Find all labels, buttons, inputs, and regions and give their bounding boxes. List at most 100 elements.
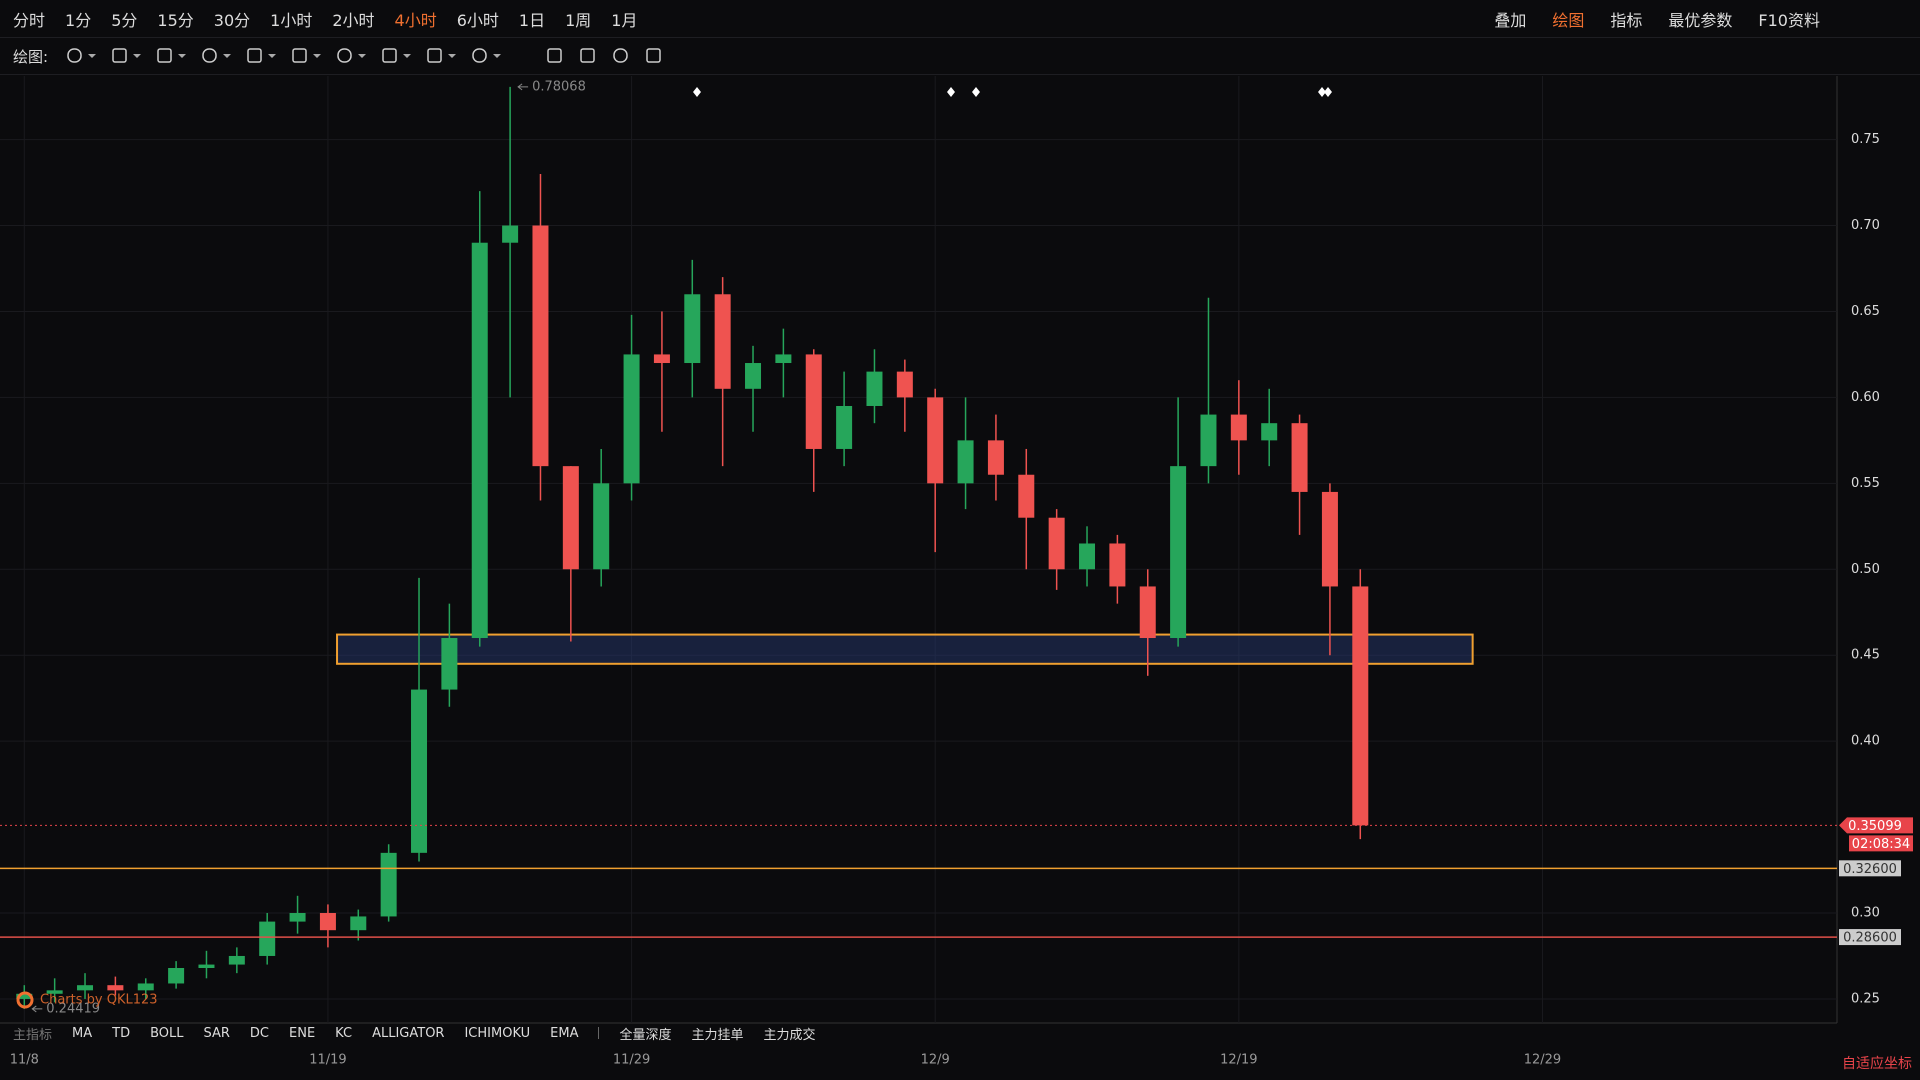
interval-list: 分时 1分 5分 15分 30分 1小时 2小时 4小时 6小时 1日 1周 1月 (0, 7, 637, 31)
action-button[interactable]: 指标 (1610, 10, 1643, 30)
watermark: Charts by QKL123 (40, 993, 158, 1008)
price-tag-label: 0.32600 (1843, 862, 1897, 877)
y-tick-label: 0.55 (1851, 476, 1880, 491)
indicator-button[interactable]: EMA (550, 1025, 579, 1041)
indicator-button[interactable]: DC (249, 1025, 270, 1041)
candle-body (228, 955, 245, 965)
indicator-button[interactable]: ENE (289, 1025, 316, 1041)
candle-body (1291, 423, 1308, 492)
interval-button[interactable]: 1周 (565, 10, 592, 30)
x-tick-label: 11/8 (10, 1053, 39, 1068)
event-marker (1318, 87, 1326, 97)
interval-button[interactable]: 分时 (13, 10, 46, 30)
y-tick-label: 0.60 (1851, 390, 1880, 405)
interval-button[interactable]: 2小时 (332, 10, 375, 30)
candle-body (836, 405, 853, 449)
candle-body (593, 483, 610, 570)
dropdown-arrow (133, 54, 142, 58)
indicator-button[interactable]: ALLIGATOR (372, 1025, 445, 1041)
event-marker (972, 87, 980, 97)
draw-icon (646, 48, 661, 63)
candle-body (77, 985, 94, 991)
interval-button[interactable]: 6小时 (456, 10, 499, 30)
interval-button[interactable]: 1分 (65, 10, 92, 30)
tool-button[interactable]: 主力挂单 (691, 1027, 744, 1043)
indicator-button[interactable]: KC (335, 1025, 353, 1041)
dropdown-arrow (268, 54, 277, 58)
x-tick-label: 12/29 (1524, 1053, 1561, 1068)
interval-button[interactable]: 1日 (518, 10, 546, 30)
event-marker (1324, 87, 1332, 97)
countdown-label: 02:08:34 (1852, 837, 1910, 852)
candle-body (532, 225, 549, 467)
candle-body (714, 294, 731, 389)
action-button[interactable]: 绘图 (1552, 10, 1585, 30)
x-tick-label: 11/29 (613, 1053, 650, 1068)
price-tag (1839, 929, 1901, 946)
candle-body (623, 354, 640, 484)
candle-body (502, 225, 519, 243)
candle-body (1352, 586, 1369, 826)
candle-body (1230, 414, 1247, 441)
tool-button[interactable]: 主力成交 (763, 1027, 816, 1043)
indicator-button[interactable]: TD (112, 1025, 131, 1041)
action-button[interactable]: F10资料 (1758, 10, 1820, 30)
interval-button[interactable]: 15分 (157, 10, 194, 30)
candle-body (957, 440, 974, 484)
candle-body (1018, 474, 1035, 518)
x-tick-label: 12/9 (921, 1053, 950, 1068)
interval-button[interactable]: 4小时 (394, 10, 437, 30)
draw-icon (547, 48, 562, 63)
indicator-button[interactable]: BOLL (150, 1025, 184, 1041)
x-tick-label: 12/19 (1220, 1053, 1257, 1068)
max-label: 0.78068 (532, 79, 586, 94)
indicator-bar: 主指标 MA TD BOLL SAR DC ENE KC ALLIGATOR ICHIMOKU EM… (0, 1022, 1837, 1044)
candle-body (745, 363, 762, 389)
interval-button[interactable]: 1月 (611, 10, 638, 30)
candle-body (987, 440, 1004, 475)
action-button[interactable]: 叠加 (1494, 10, 1527, 30)
draw-icon (292, 48, 307, 63)
interval-button[interactable]: 1小时 (270, 10, 313, 30)
y-tick-label: 0.30 (1851, 906, 1880, 921)
interval-button[interactable]: 30分 (213, 10, 251, 30)
candle-body (653, 354, 670, 364)
draw-icons[interactable] (62, 41, 702, 71)
x-tick-label: 11/19 (309, 1053, 346, 1068)
candle-body (1109, 543, 1126, 587)
candle-body (1170, 466, 1187, 639)
y-tick-label: 0.45 (1851, 648, 1880, 663)
draw-icon (337, 48, 352, 63)
candle-body (441, 638, 458, 690)
indicator-button[interactable]: ICHIMOKU (464, 1025, 531, 1041)
candle-body (866, 371, 883, 406)
tool-button[interactable]: 全量深度 (619, 1027, 672, 1043)
draw-icon (202, 48, 217, 63)
candle-body (1079, 543, 1096, 570)
indicator-button[interactable]: SAR (203, 1025, 230, 1041)
draw-icon (427, 48, 442, 63)
candle-body (319, 913, 336, 931)
indicator-button[interactable]: MA (72, 1025, 93, 1041)
draw-toolbar: 绘图: (0, 38, 1920, 75)
price-tag-label: 0.28600 (1843, 931, 1897, 946)
top-toolbar: 分时 1分 5分 15分 30分 1小时 2小时 4小时 6小时 1日 1周 1月 叠加 绘图 指标 最优参… (0, 0, 1920, 38)
y-tick-label: 0.75 (1851, 132, 1880, 147)
candle-body (805, 354, 822, 449)
y-tick-label: 0.25 (1851, 991, 1880, 1006)
current-price-tag (1839, 817, 1913, 834)
dropdown-arrow (178, 54, 187, 58)
candle-body (896, 371, 913, 398)
min-arrow (31, 1005, 43, 1013)
candle-body (1048, 517, 1065, 570)
interval-button[interactable]: 5分 (111, 10, 138, 30)
draw-icon (247, 48, 262, 63)
candle-body (137, 983, 154, 991)
axis-mode[interactable]: 自适应坐标 (1842, 1056, 1912, 1072)
action-button[interactable]: 最优参数 (1668, 10, 1733, 30)
candle-body (1200, 414, 1217, 467)
logo (16, 991, 34, 1009)
candle-body (411, 689, 428, 853)
